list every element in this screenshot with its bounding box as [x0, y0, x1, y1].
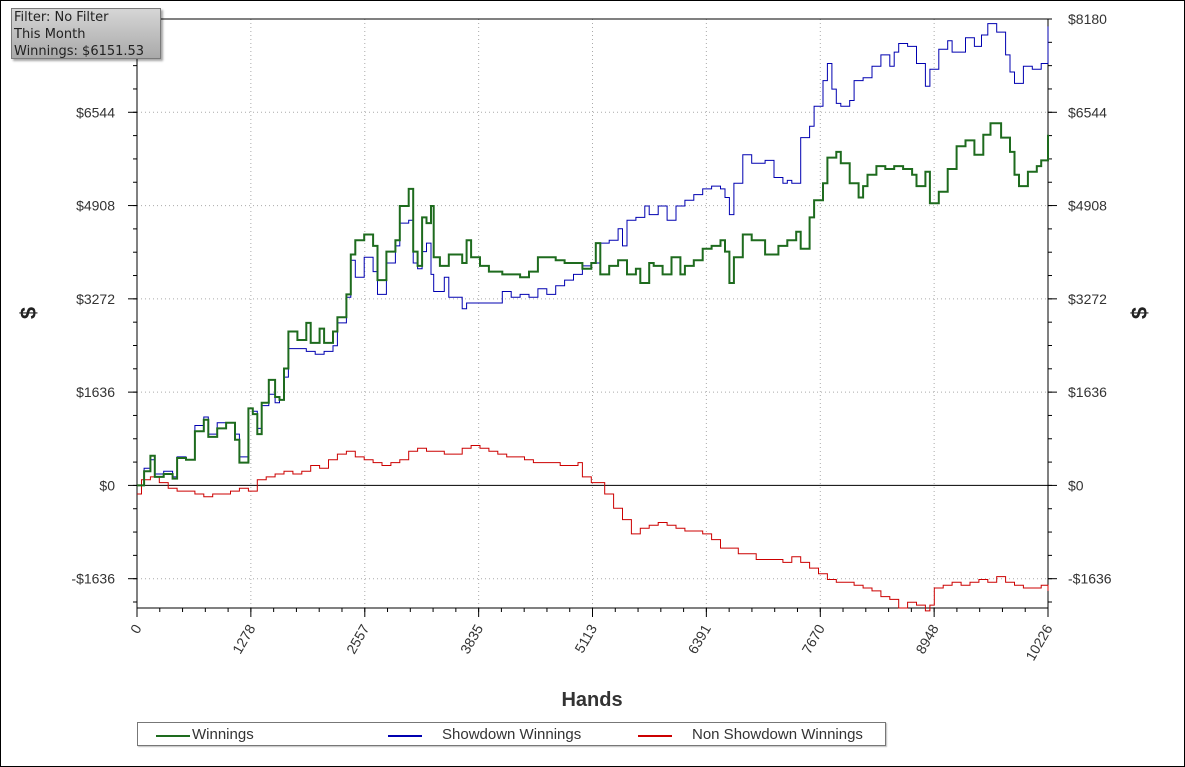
y-tick-label-left: $4908	[76, 198, 115, 214]
legend: Winnings Showdown Winnings Non Showdown …	[137, 722, 886, 746]
legend-swatch-showdown	[388, 735, 422, 737]
y-tick-label-right: $4908	[1068, 198, 1107, 214]
x-tick-label: 3835	[457, 621, 487, 656]
y-tick-label-right: $3272	[1068, 291, 1107, 307]
y-tick-label-left: $1636	[76, 384, 115, 400]
y-top-label-right: $8180	[1068, 11, 1107, 27]
legend-label-non-showdown: Non Showdown Winnings	[692, 726, 863, 743]
y-axis-label-right: $	[1127, 307, 1152, 319]
series-line-non-showdown-winnings	[137, 445, 1049, 612]
legend-swatch-non-showdown	[638, 735, 672, 737]
series-line-showdown-winnings	[137, 23, 1049, 486]
legend-label-showdown: Showdown Winnings	[442, 726, 582, 743]
y-tick-label-right: $0	[1068, 477, 1084, 493]
y-tick-label-left: $3272	[76, 291, 115, 307]
y-axis-label-left: $	[16, 307, 41, 319]
filter-text: Filter: No Filter	[14, 10, 109, 25]
x-tick-label: 5113	[571, 621, 600, 655]
x-axis-label: Hands	[561, 689, 622, 711]
axes: 0 1278 2557 3835 5113 6391 7670 8948 10226 -$1636…	[71, 11, 1111, 663]
x-tick-label: 6391	[685, 621, 715, 656]
grid	[137, 19, 1048, 608]
y-tick-label-right: -$1636	[1068, 571, 1112, 587]
series-line-winnings	[137, 122, 1049, 487]
legend-swatch-winnings	[156, 735, 190, 737]
x-tick-label: 2557	[343, 621, 373, 656]
y-tick-label-left: $6544	[76, 104, 115, 120]
x-tick-label: 8948	[912, 621, 942, 656]
y-tick-label-left: $0	[99, 477, 115, 493]
y-tick-label-left: -$1636	[71, 571, 115, 587]
legend-label-winnings: Winnings	[192, 726, 254, 743]
period-text: This Month	[14, 27, 86, 42]
x-tick-label: 1278	[229, 621, 259, 656]
x-tick-label: 0	[127, 621, 145, 636]
filter-info-box: Filter: No Filter This Month Winnings: $…	[11, 8, 161, 59]
y-tick-label-right: $6544	[1068, 104, 1107, 120]
y-tick-label-right: $1636	[1068, 384, 1107, 400]
winnings-text: Winnings: $6151.53	[14, 44, 145, 59]
x-tick-label: 7670	[798, 621, 828, 656]
x-tick-label: 10226	[1022, 621, 1055, 663]
series-layer	[137, 23, 1049, 612]
